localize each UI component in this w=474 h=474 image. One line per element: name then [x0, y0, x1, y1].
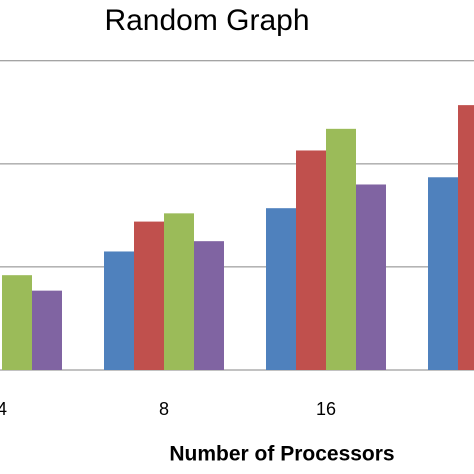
x-tick-label: 4	[0, 399, 7, 419]
x-tick-label: 8	[159, 399, 169, 419]
bar	[32, 290, 62, 370]
bar	[194, 241, 224, 370]
x-axis-label: Number of Processors	[169, 443, 394, 466]
bar	[428, 177, 458, 370]
chart-title: Random Graph	[104, 4, 309, 37]
bar	[134, 221, 164, 370]
bar	[296, 150, 326, 370]
bar	[164, 213, 194, 370]
bar	[458, 105, 474, 370]
x-tick-label: 16	[316, 399, 336, 419]
bar	[2, 275, 32, 370]
bar	[104, 251, 134, 370]
bar	[356, 184, 386, 370]
bar	[326, 128, 356, 370]
bar	[266, 208, 296, 370]
